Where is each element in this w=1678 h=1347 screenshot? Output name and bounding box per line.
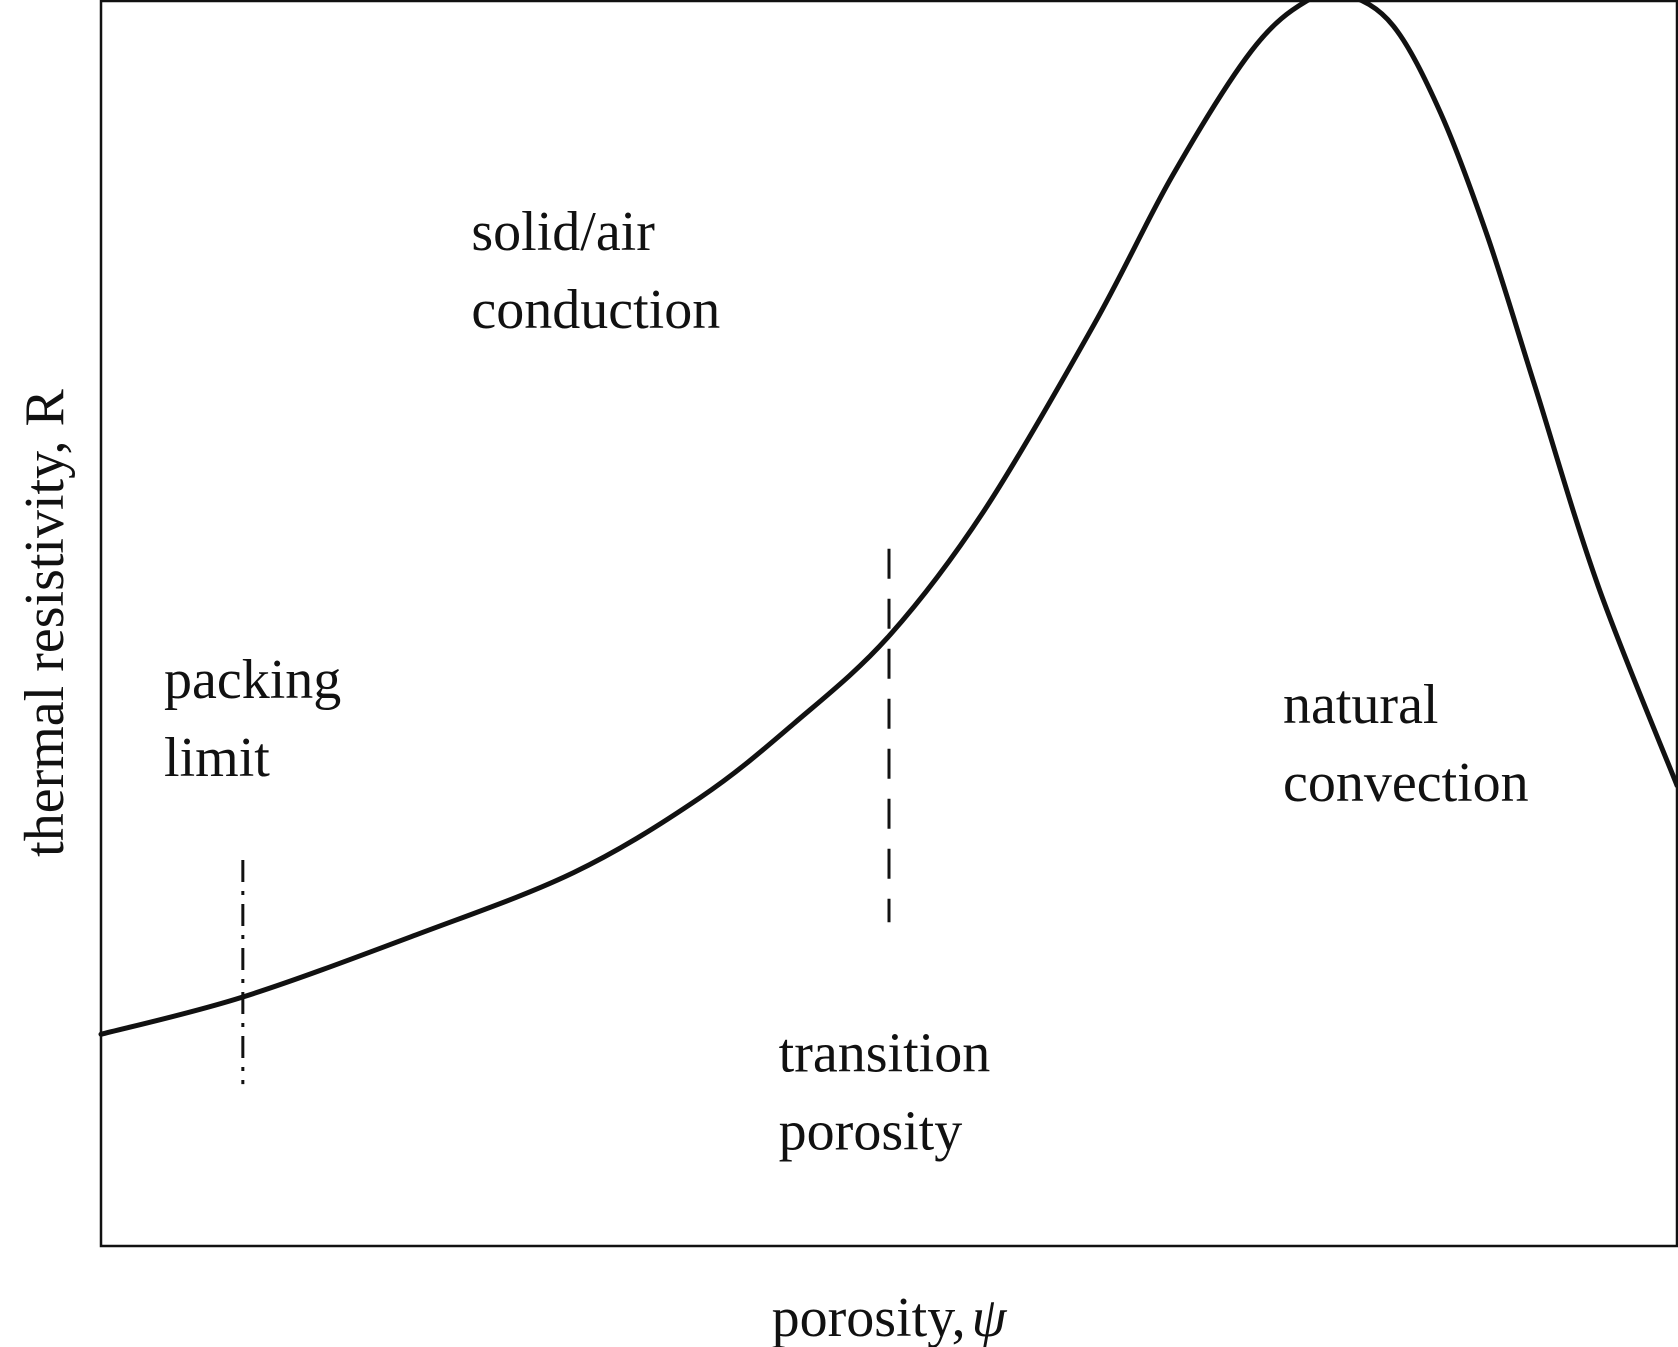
annotations-layer: solid/air conduction packing limit transitio…: [164, 201, 1529, 1163]
natural-convection-line-2: convection: [1283, 752, 1529, 814]
x-axis-label: porosity,: [772, 1287, 966, 1347]
x-axis-title: porosity, ψ: [772, 1287, 1008, 1347]
solid-air-conduction-line-2: conduction: [471, 279, 720, 341]
plot-frame: [99, 0, 1678, 1248]
transition-porosity-line-1: transition: [779, 1023, 991, 1085]
solid-air-conduction-annotation: solid/air conduction: [471, 201, 720, 341]
markers-layer: [241, 548, 891, 1085]
packing-limit-annotation: packing limit: [164, 649, 341, 789]
packing-limit-line-2: limit: [164, 727, 270, 789]
natural-convection-annotation: natural convection: [1283, 674, 1529, 814]
packing-limit-line-1: packing: [164, 649, 341, 711]
solid-air-conduction-line-1: solid/air: [471, 201, 655, 263]
natural-convection-line-1: natural: [1283, 674, 1438, 736]
x-axis-symbol: ψ: [972, 1287, 1008, 1347]
series-line-resistivity: [98, 0, 1678, 1037]
transition-porosity-annotation: transition porosity: [779, 1023, 991, 1163]
transition-porosity-line-2: porosity: [779, 1101, 963, 1163]
y-axis-title: thermal resistivity, R: [14, 389, 76, 857]
